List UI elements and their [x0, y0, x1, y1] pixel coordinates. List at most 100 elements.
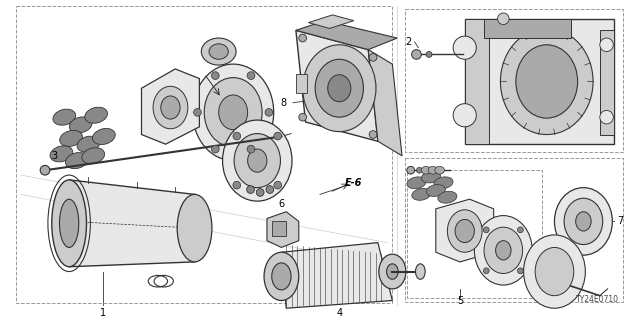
- Ellipse shape: [535, 247, 574, 296]
- Ellipse shape: [303, 45, 376, 132]
- Polygon shape: [267, 212, 299, 247]
- Circle shape: [412, 50, 421, 59]
- Circle shape: [274, 181, 282, 189]
- Bar: [484, 19, 571, 38]
- Bar: [296, 74, 307, 93]
- Bar: [407, 170, 542, 298]
- Ellipse shape: [161, 96, 180, 119]
- Ellipse shape: [453, 104, 476, 127]
- Ellipse shape: [60, 199, 79, 247]
- Ellipse shape: [264, 252, 299, 300]
- Polygon shape: [296, 30, 378, 141]
- Text: E-6: E-6: [345, 178, 362, 188]
- Ellipse shape: [421, 171, 440, 183]
- Circle shape: [518, 227, 524, 233]
- Circle shape: [211, 72, 219, 79]
- Ellipse shape: [576, 212, 591, 231]
- Ellipse shape: [177, 194, 212, 262]
- Circle shape: [518, 268, 524, 274]
- Ellipse shape: [202, 38, 236, 65]
- Bar: [465, 19, 489, 144]
- Bar: [405, 9, 623, 152]
- Text: 8: 8: [280, 98, 286, 108]
- Bar: [16, 6, 392, 303]
- Circle shape: [233, 181, 241, 189]
- Circle shape: [194, 108, 202, 116]
- Circle shape: [407, 166, 415, 174]
- Ellipse shape: [209, 44, 228, 59]
- Text: TY24E0710: TY24E0710: [576, 295, 619, 304]
- Circle shape: [600, 38, 613, 52]
- Ellipse shape: [435, 166, 444, 174]
- Text: 2: 2: [405, 37, 412, 47]
- Ellipse shape: [234, 133, 280, 188]
- Circle shape: [299, 34, 307, 42]
- Circle shape: [600, 110, 613, 124]
- Circle shape: [256, 188, 264, 196]
- Polygon shape: [296, 21, 397, 50]
- Ellipse shape: [82, 148, 104, 164]
- Ellipse shape: [193, 64, 274, 161]
- Ellipse shape: [428, 166, 438, 174]
- Ellipse shape: [53, 109, 76, 125]
- Polygon shape: [69, 180, 195, 267]
- Ellipse shape: [387, 264, 398, 279]
- Polygon shape: [436, 199, 493, 262]
- Ellipse shape: [84, 107, 108, 123]
- Ellipse shape: [412, 188, 431, 200]
- Ellipse shape: [93, 128, 115, 145]
- Ellipse shape: [52, 180, 86, 267]
- Ellipse shape: [153, 86, 188, 129]
- Text: 7: 7: [617, 216, 623, 226]
- Ellipse shape: [50, 146, 73, 162]
- Ellipse shape: [248, 149, 267, 172]
- Polygon shape: [308, 15, 354, 28]
- Ellipse shape: [426, 185, 445, 196]
- Circle shape: [233, 132, 241, 140]
- Circle shape: [265, 108, 273, 116]
- Ellipse shape: [379, 254, 406, 289]
- Circle shape: [40, 165, 50, 175]
- Circle shape: [369, 131, 377, 139]
- Bar: [600, 30, 614, 134]
- Polygon shape: [465, 19, 614, 144]
- Circle shape: [274, 132, 282, 140]
- Ellipse shape: [484, 227, 523, 274]
- Ellipse shape: [564, 198, 603, 244]
- Ellipse shape: [500, 28, 593, 134]
- Circle shape: [497, 13, 509, 25]
- Circle shape: [266, 186, 274, 193]
- Ellipse shape: [219, 95, 248, 130]
- Circle shape: [247, 72, 255, 79]
- Ellipse shape: [415, 264, 425, 279]
- Polygon shape: [282, 243, 392, 308]
- Bar: [405, 158, 623, 302]
- Circle shape: [211, 145, 219, 153]
- Text: 6: 6: [278, 199, 284, 209]
- Ellipse shape: [434, 177, 453, 189]
- Circle shape: [299, 113, 307, 121]
- Polygon shape: [141, 69, 200, 144]
- Ellipse shape: [204, 78, 262, 147]
- Ellipse shape: [272, 263, 291, 290]
- Ellipse shape: [65, 153, 88, 169]
- Circle shape: [483, 268, 489, 274]
- Ellipse shape: [455, 220, 474, 243]
- Ellipse shape: [421, 166, 431, 174]
- Ellipse shape: [407, 177, 426, 189]
- Circle shape: [246, 186, 254, 193]
- Circle shape: [417, 167, 422, 173]
- Ellipse shape: [554, 188, 612, 255]
- Circle shape: [483, 227, 489, 233]
- Polygon shape: [368, 50, 402, 156]
- Circle shape: [247, 145, 255, 153]
- Ellipse shape: [328, 75, 351, 102]
- Ellipse shape: [516, 45, 578, 118]
- Circle shape: [426, 52, 432, 57]
- Ellipse shape: [77, 136, 100, 152]
- Ellipse shape: [60, 130, 83, 147]
- Bar: [272, 221, 286, 236]
- Ellipse shape: [69, 117, 92, 133]
- Ellipse shape: [438, 191, 457, 203]
- Ellipse shape: [447, 210, 482, 252]
